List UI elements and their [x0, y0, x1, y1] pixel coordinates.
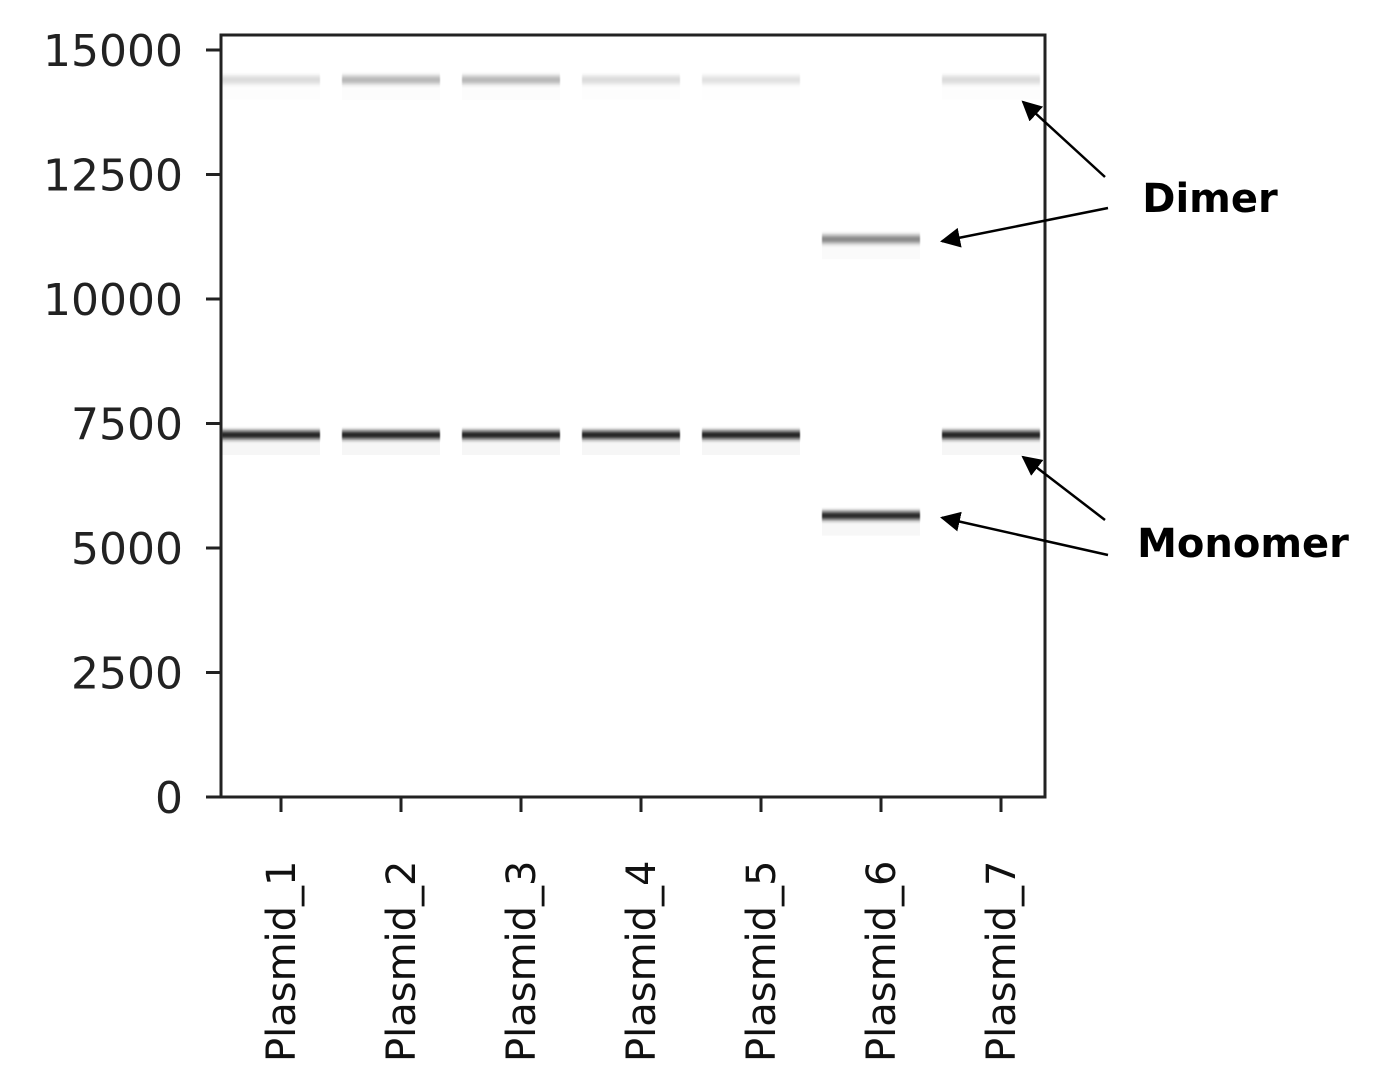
band-smear: [462, 86, 560, 100]
annotation-label: Dimer: [1142, 176, 1278, 222]
y-tick-label: 12500: [43, 151, 183, 202]
band-smear: [942, 441, 1040, 455]
annotation-label: Monomer: [1137, 521, 1349, 567]
y-tick-label: 15000: [43, 26, 183, 77]
y-tick-label: 7500: [71, 400, 183, 451]
annotations: Dimer Monomer: [940, 100, 1349, 567]
gel-band: [942, 75, 1040, 84]
band-smear: [942, 86, 1040, 100]
gel-band: [822, 235, 920, 244]
band-smear: [222, 441, 320, 455]
annotation-arrow: [940, 206, 1109, 248]
lane-label: Plasmid_1: [259, 860, 305, 1062]
lane-label: Plasmid_5: [739, 860, 785, 1062]
y-axis: 0 2500 5000 7500 10000 12500 15000: [43, 26, 221, 824]
gel-band: [222, 430, 320, 439]
lane-label: Plasmid_3: [499, 860, 545, 1062]
gel-band: [222, 75, 320, 84]
bands-layer: [222, 75, 1040, 536]
band-smear: [222, 86, 320, 100]
gel-band: [582, 430, 680, 439]
gel-band: [462, 75, 560, 84]
band-smear: [582, 86, 680, 100]
lane-label: Plasmid_7: [979, 860, 1025, 1062]
gel-band: [942, 430, 1040, 439]
y-tick-label: 0: [155, 773, 183, 824]
gel-band: [462, 430, 560, 439]
band-smear: [462, 441, 560, 455]
band-smear: [702, 86, 800, 100]
lane-label: Plasmid_6: [859, 860, 905, 1062]
annotation-arrow: [1021, 455, 1106, 521]
y-tick-label: 10000: [43, 275, 183, 326]
band-smear: [702, 441, 800, 455]
y-tick-label: 5000: [71, 524, 183, 575]
y-tick-label: 2500: [71, 649, 183, 700]
annotation-arrow: [940, 511, 1109, 557]
band-smear: [342, 86, 440, 100]
gel-band: [582, 75, 680, 84]
gel-band: [342, 430, 440, 439]
gel-band: [702, 75, 800, 84]
x-axis: Plasmid_1 Plasmid_2 Plasmid_3 Plasmid_4 Plas…: [259, 797, 1025, 1062]
band-smear: [582, 441, 680, 455]
lane-label: Plasmid_2: [379, 860, 425, 1062]
gel-band: [702, 430, 800, 439]
gel-band: [342, 75, 440, 84]
annotation-arrow: [1021, 100, 1106, 178]
band-smear: [342, 441, 440, 455]
plot-frame: [219, 33, 1047, 799]
lane-label: Plasmid_4: [619, 860, 665, 1062]
band-smear: [822, 245, 920, 259]
gel-band: [822, 511, 920, 520]
band-smear: [822, 522, 920, 536]
